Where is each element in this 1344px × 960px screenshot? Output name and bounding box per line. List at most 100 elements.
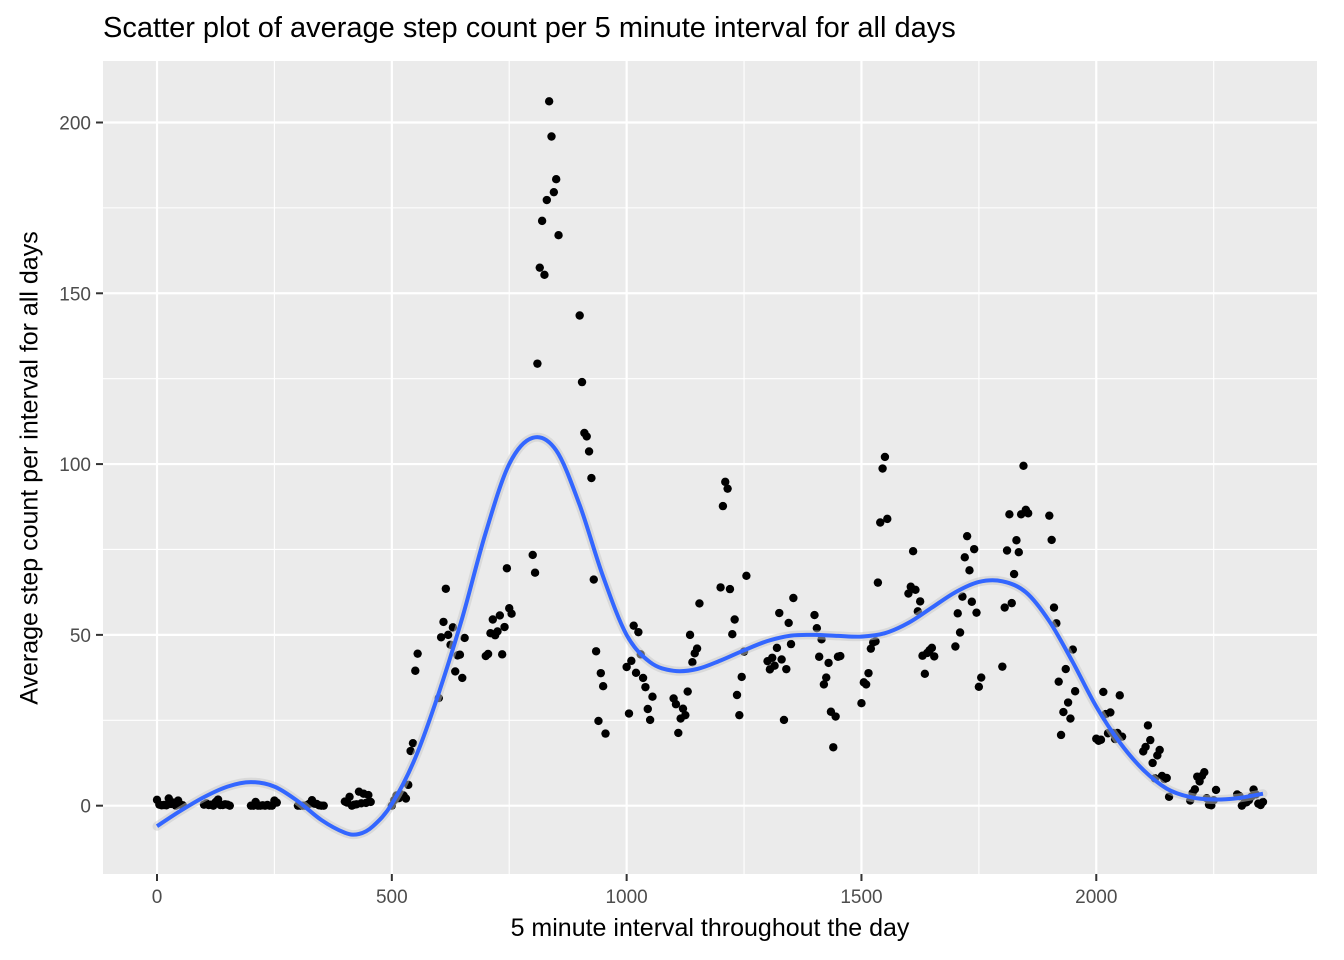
data-point [1115, 691, 1124, 700]
data-point [502, 564, 512, 573]
data-point [596, 668, 606, 678]
data-point [772, 643, 782, 653]
data-point [535, 263, 544, 272]
data-point [1054, 677, 1063, 686]
data-point [1146, 735, 1155, 745]
data-point [883, 514, 892, 524]
data-point [1045, 511, 1054, 520]
data-point [634, 627, 643, 637]
data-point [789, 593, 798, 603]
data-point [364, 790, 373, 800]
data-point [814, 652, 824, 661]
data-point [857, 699, 866, 708]
data-point [878, 464, 887, 473]
data-point [495, 611, 505, 620]
data-point [594, 716, 603, 726]
data-point [648, 692, 657, 701]
data-point [500, 622, 509, 632]
data-point [575, 311, 584, 320]
data-point [584, 447, 594, 456]
data-point [955, 628, 965, 637]
data-point [624, 709, 634, 718]
data-point [904, 589, 913, 598]
data-point [589, 575, 598, 584]
data-point [1056, 730, 1066, 740]
data-point [732, 690, 742, 700]
data-point [737, 672, 746, 682]
data-point [876, 518, 885, 527]
data-point [629, 621, 638, 630]
data-point [1143, 721, 1153, 730]
data-point [969, 544, 979, 554]
data-point [822, 673, 831, 682]
data-point [1148, 758, 1157, 768]
data-point [685, 630, 695, 640]
data-point [272, 798, 281, 807]
data-point [1063, 698, 1073, 707]
data-point [598, 681, 608, 691]
data-point [631, 668, 641, 677]
data-point [864, 668, 873, 678]
data-point [1002, 546, 1012, 555]
data-point [408, 738, 418, 748]
data-point [880, 452, 890, 462]
data-point [998, 662, 1007, 671]
data-point [413, 649, 422, 658]
data-point [674, 728, 683, 738]
data-point [528, 550, 537, 560]
data-point [730, 615, 739, 624]
data-point [401, 794, 411, 803]
data-point [1014, 548, 1023, 557]
data-point [1162, 773, 1171, 783]
data-point [974, 682, 984, 692]
x-tick-label: 1500 [840, 887, 882, 908]
data-point [493, 627, 502, 636]
data-point [908, 546, 918, 556]
data-point [1211, 785, 1221, 795]
data-point [319, 801, 328, 810]
data-point [577, 377, 587, 387]
data-point [1200, 768, 1209, 777]
data-point [1096, 735, 1106, 744]
data-point [1258, 797, 1268, 807]
data-point [641, 682, 650, 692]
data-point [1012, 536, 1021, 545]
axis-ticks: 0 500 1000 1500 2000 0 50 100 150 200 [59, 113, 1117, 908]
y-tick-label: 150 [59, 284, 91, 305]
data-point [671, 700, 681, 709]
data-point [436, 633, 446, 642]
data-point [1049, 603, 1059, 612]
data-point [777, 655, 786, 664]
data-point [542, 195, 552, 205]
data-point [782, 664, 791, 674]
data-point [1023, 509, 1033, 518]
data-point [345, 792, 354, 801]
data-point [551, 174, 561, 184]
data-point [1141, 742, 1150, 752]
data-point [1009, 569, 1019, 579]
data-point [775, 608, 784, 618]
data-point [540, 270, 549, 280]
data-point [960, 553, 969, 562]
data-point [537, 216, 547, 226]
data-point [587, 473, 596, 483]
data-point [455, 650, 465, 659]
data-point [728, 629, 737, 639]
data-point [1106, 708, 1115, 717]
data-point [1000, 603, 1009, 612]
data-point [831, 712, 840, 721]
grid-major [103, 61, 1317, 874]
data-point [1019, 461, 1028, 470]
data-point [784, 618, 793, 628]
data-point [930, 652, 939, 661]
data-point [836, 651, 845, 661]
data-point [1190, 785, 1200, 794]
data-point [735, 710, 744, 720]
data-point [451, 667, 460, 676]
data-point [725, 584, 735, 594]
data-point [507, 609, 516, 618]
data-point [547, 132, 556, 141]
data-point [530, 568, 540, 577]
data-point [779, 715, 789, 725]
data-point [1099, 687, 1108, 697]
